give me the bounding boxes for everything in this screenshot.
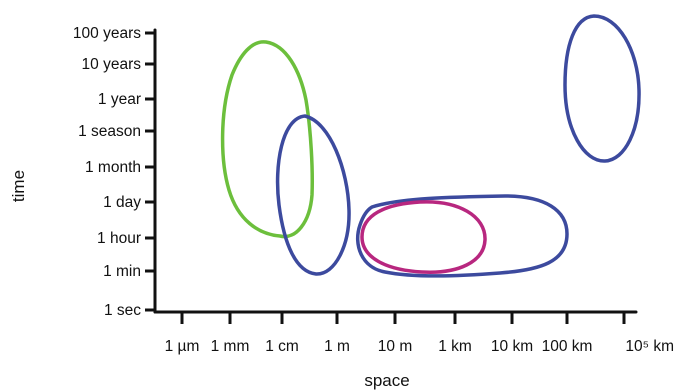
y-tick-label: 1 season xyxy=(78,123,141,140)
x-tick-label: 10 km xyxy=(491,338,533,355)
y-tick-label: 10 years xyxy=(82,56,142,73)
blue-ellipse-small-scale xyxy=(275,114,351,276)
y-tick-label: 1 month xyxy=(85,159,141,176)
y-tick-label: 1 sec xyxy=(104,302,141,319)
y-tick-label: 1 min xyxy=(103,263,141,280)
y-tick-label: 100 years xyxy=(73,25,141,42)
x-tick-label: 1 µm xyxy=(165,338,200,355)
blue-ellipse-large-scale xyxy=(563,14,641,163)
y-axis-ticks: 100 years 10 years 1 year 1 season 1 month 1 … xyxy=(73,25,155,319)
x-tick-label: 10⁵ km xyxy=(625,338,674,355)
x-tick-label: 100 km xyxy=(542,338,593,355)
y-tick-label: 1 day xyxy=(103,194,141,211)
y-tick-label: 1 hour xyxy=(97,230,141,247)
blue-ellipse-km-scale xyxy=(355,194,569,278)
magenta-ellipse xyxy=(360,200,487,274)
x-tick-label: 10 m xyxy=(378,338,412,355)
x-tick-label: 1 cm xyxy=(265,338,299,355)
green-ellipse xyxy=(220,40,314,239)
x-tick-label: 1 km xyxy=(438,338,472,355)
y-tick-label: 1 year xyxy=(98,91,141,108)
x-axis-title: space xyxy=(364,371,409,390)
x-tick-label: 1 mm xyxy=(211,338,250,355)
x-tick-label: 1 m xyxy=(324,338,350,355)
y-axis-title: time xyxy=(9,170,28,202)
x-axis-ticks: 1 µm 1 mm 1 cm 1 m 10 m 1 km 10 km 100 km 10⁵ km xyxy=(165,312,674,355)
